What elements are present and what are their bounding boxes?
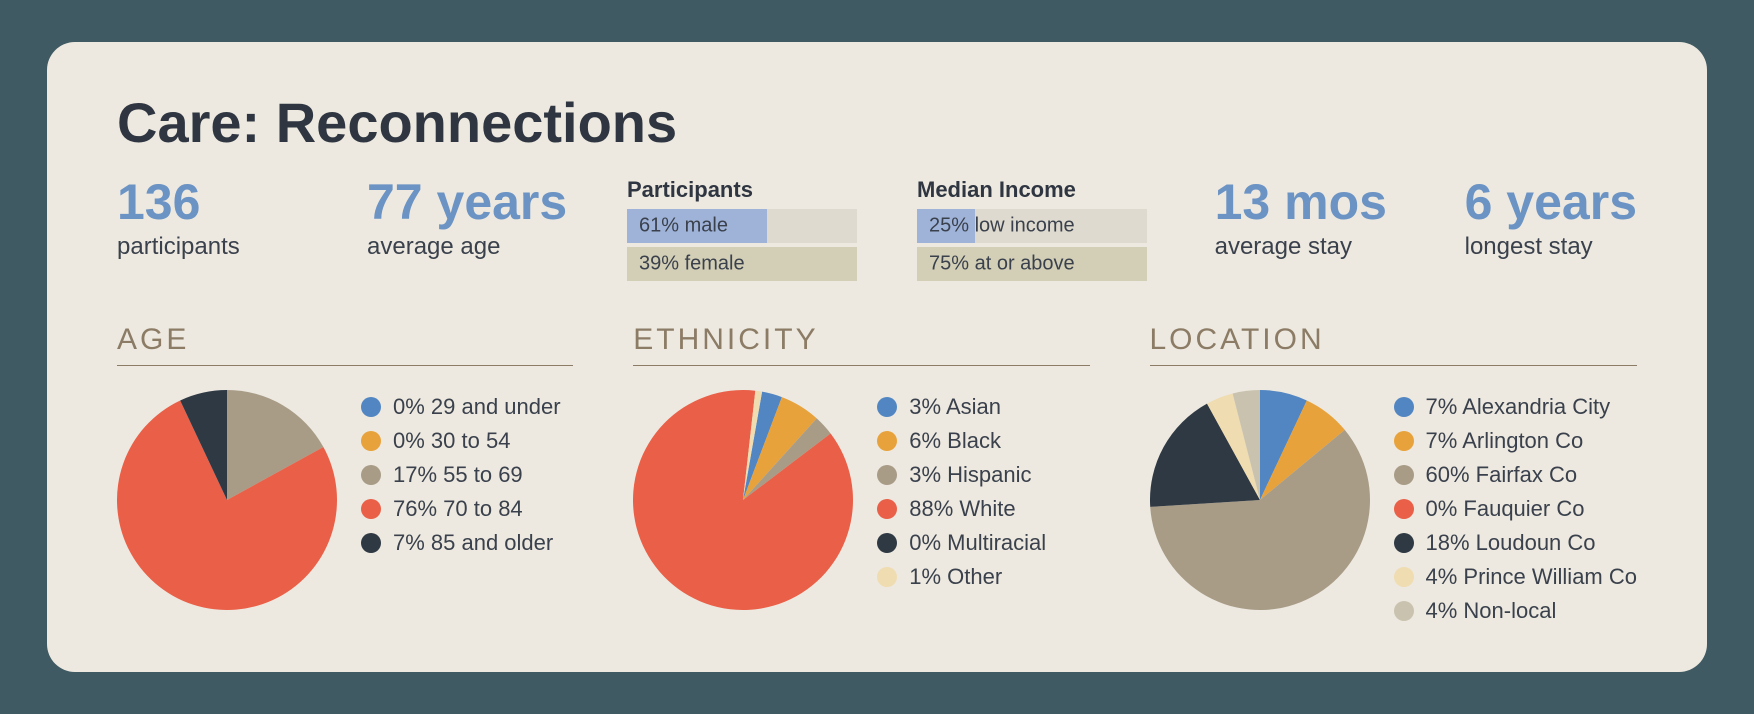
legend-dot [361,397,381,417]
page-title: Care: Reconnections [117,90,1637,155]
chart-title: LOCATION [1150,323,1638,366]
legend-dot [877,499,897,519]
bars-participants: Participants 61% male 39% female [627,177,857,285]
legend-dot [877,465,897,485]
legend-item: 7% Alexandria City [1394,394,1638,420]
legend-item: 7% 85 and older [361,530,561,556]
legend-label: 60% Fairfax Co [1426,462,1578,488]
bar-row: 61% male [627,209,857,243]
bar-label: 25% low income [929,215,1075,238]
legend-dot [877,533,897,553]
legend-item: 17% 55 to 69 [361,462,561,488]
legend-label: 6% Black [909,428,1001,454]
pie-ethnicity [633,390,853,610]
legend-item: 4% Non-local [1394,598,1638,624]
legend-dot [361,499,381,519]
legend-dot [361,533,381,553]
legend-label: 3% Asian [909,394,1001,420]
legend-item: 4% Prince William Co [1394,564,1638,590]
legend-dot [877,397,897,417]
legend-label: 0% 29 and under [393,394,561,420]
bars-title: Participants [627,177,857,203]
legend-item: 76% 70 to 84 [361,496,561,522]
legend-label: 0% 30 to 54 [393,428,510,454]
legend-dot [1394,499,1414,519]
chart-title: AGE [117,323,573,366]
legend-dot [1394,431,1414,451]
stat-label: longest stay [1465,233,1637,261]
legend-item: 0% Multiracial [877,530,1046,556]
chart-age: AGE 0% 29 and under 0% 30 to 54 17% 55 to … [117,323,573,624]
legend-item: 18% Loudoun Co [1394,530,1638,556]
legend-label: 76% 70 to 84 [393,496,523,522]
bar-label: 61% male [639,215,728,238]
legend-label: 18% Loudoun Co [1426,530,1596,556]
legend-item: 7% Arlington Co [1394,428,1638,454]
charts-row: AGE 0% 29 and under 0% 30 to 54 17% 55 to … [117,323,1637,624]
legend-item: 3% Asian [877,394,1046,420]
stat-label: participants [117,233,367,261]
chart-location: LOCATION 7% Alexandria City 7% Arlington … [1150,323,1638,624]
legend-item: 6% Black [877,428,1046,454]
legend-label: 0% Fauquier Co [1426,496,1585,522]
legend-label: 3% Hispanic [909,462,1031,488]
bar-label: 75% at or above [929,253,1075,276]
legend-ethnicity: 3% Asian 6% Black 3% Hispanic 88% White 0% M… [877,390,1046,590]
legend-label: 17% 55 to 69 [393,462,523,488]
legend-label: 88% White [909,496,1015,522]
stats-row: 136 participants 77 years average age Pa… [117,177,1637,285]
legend-label: 0% Multiracial [909,530,1046,556]
bar-row: 75% at or above [917,247,1147,281]
legend-item: 88% White [877,496,1046,522]
stat-avg-age: 77 years average age [367,177,627,261]
stat-avg-stay: 13 mos average stay [1215,177,1465,261]
legend-label: 1% Other [909,564,1002,590]
stat-label: average age [367,233,627,261]
stat-value: 13 mos [1215,177,1465,227]
legend-dot [1394,601,1414,621]
stat-value: 6 years [1465,177,1637,227]
bars-income: Median Income 25% low income 75% at or ab… [917,177,1147,285]
legend-item: 60% Fairfax Co [1394,462,1638,488]
legend-dot [1394,567,1414,587]
dashboard-card: Care: Reconnections 136 participants 77 … [47,42,1707,672]
legend-dot [1394,397,1414,417]
chart-ethnicity: ETHNICITY 3% Asian 6% Black 3% Hispanic 88%… [633,323,1089,624]
legend-dot [877,431,897,451]
stat-participants: 136 participants [117,177,367,261]
stat-label: average stay [1215,233,1465,261]
legend-dot [1394,465,1414,485]
stat-value: 77 years [367,177,627,227]
legend-location: 7% Alexandria City 7% Arlington Co 60% Fai… [1394,390,1638,624]
legend-item: 0% 30 to 54 [361,428,561,454]
legend-label: 4% Prince William Co [1426,564,1638,590]
legend-label: 4% Non-local [1426,598,1557,624]
chart-title: ETHNICITY [633,323,1089,366]
legend-dot [1394,533,1414,553]
legend-item: 1% Other [877,564,1046,590]
pie-location [1150,390,1370,610]
legend-label: 7% 85 and older [393,530,553,556]
legend-item: 0% Fauquier Co [1394,496,1638,522]
legend-item: 3% Hispanic [877,462,1046,488]
legend-age: 0% 29 and under 0% 30 to 54 17% 55 to 69 76… [361,390,561,556]
bar-label: 39% female [639,253,745,276]
legend-item: 0% 29 and under [361,394,561,420]
bar-row: 39% female [627,247,857,281]
bar-row: 25% low income [917,209,1147,243]
legend-dot [361,465,381,485]
pie-age [117,390,337,610]
legend-dot [877,567,897,587]
legend-label: 7% Alexandria City [1426,394,1611,420]
stat-longest-stay: 6 years longest stay [1465,177,1637,261]
stat-value: 136 [117,177,367,227]
bars-title: Median Income [917,177,1147,203]
legend-dot [361,431,381,451]
legend-label: 7% Arlington Co [1426,428,1584,454]
